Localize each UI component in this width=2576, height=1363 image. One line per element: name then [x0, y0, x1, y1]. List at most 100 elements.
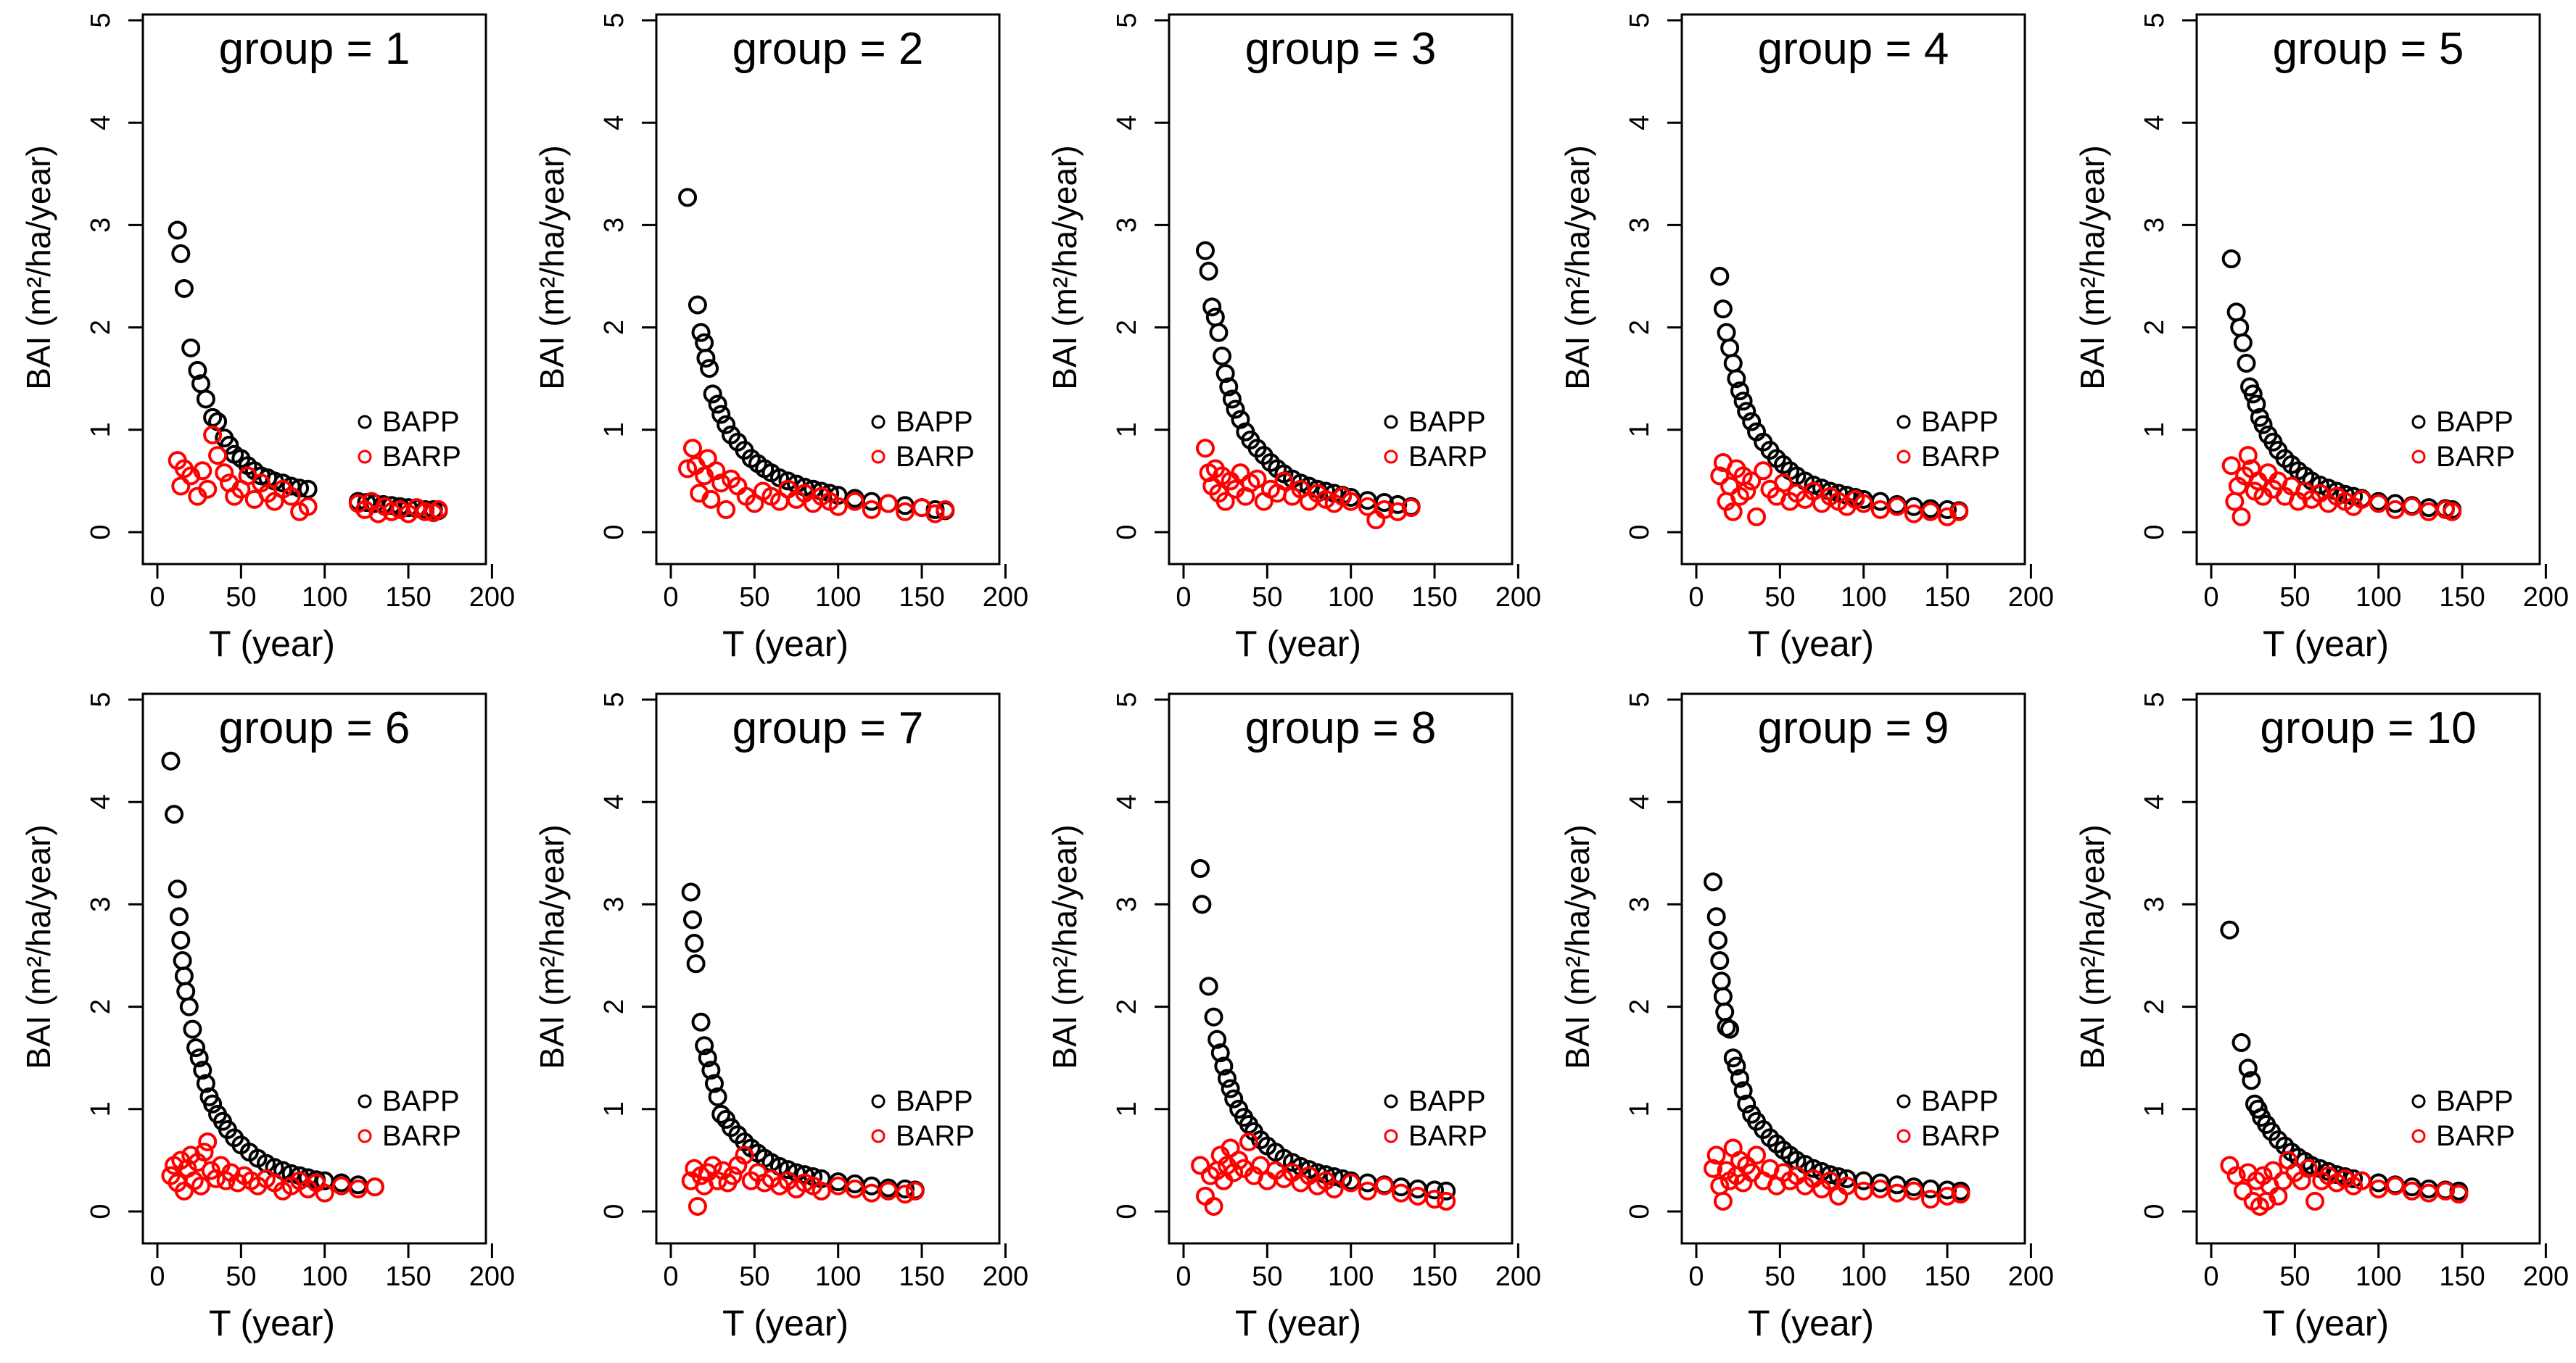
- data-point: [695, 333, 714, 352]
- x-tick-label: 150: [1924, 582, 1970, 613]
- data-point: [1324, 1179, 1344, 1198]
- legend-marker: [871, 1129, 886, 1143]
- x-tick-label: 100: [1328, 1262, 1374, 1292]
- data-point: [2298, 1159, 2318, 1178]
- y-tick-label: 2: [1625, 999, 1655, 1014]
- data-point: [281, 486, 301, 506]
- y-tick-label: 2: [86, 999, 116, 1014]
- legend-label: BAPP: [1408, 1085, 1486, 1117]
- y-tick-label: 3: [2139, 897, 2170, 912]
- data-point: [1717, 1161, 1736, 1180]
- data-point: [203, 425, 223, 444]
- data-point: [685, 934, 704, 953]
- legend-marker: [358, 1094, 372, 1109]
- x-tick-label: 200: [1495, 1262, 1541, 1292]
- data-point: [1920, 502, 1940, 521]
- series-bapp: [1704, 872, 1970, 1201]
- y-tick-label: 3: [1112, 897, 1142, 912]
- y-tick-label: 2: [599, 999, 629, 1014]
- data-point: [1204, 1007, 1223, 1027]
- data-point: [2233, 333, 2253, 352]
- data-point: [1737, 481, 1756, 501]
- data-point: [365, 1177, 384, 1197]
- data-point: [1341, 1173, 1361, 1193]
- data-point: [1951, 1184, 1970, 1204]
- data-point: [2230, 318, 2250, 337]
- data-point: [2232, 507, 2251, 526]
- data-point: [174, 966, 194, 986]
- y-tick-label: 5: [86, 12, 116, 28]
- series-barp: [2220, 1151, 2469, 1216]
- data-point: [1920, 1190, 1940, 1209]
- data-point: [2369, 494, 2388, 513]
- data-point: [174, 1181, 194, 1201]
- legend-marker: [1896, 1129, 1911, 1143]
- legend-marker: [2411, 1094, 2426, 1109]
- y-tick-label: 3: [86, 218, 116, 233]
- legend-marker: [1384, 450, 1398, 464]
- series-barp: [1704, 1138, 1970, 1211]
- data-point: [1710, 267, 1730, 286]
- y-tick-label: 5: [2139, 12, 2170, 28]
- x-tick-label: 0: [663, 582, 678, 613]
- data-point: [1949, 502, 1969, 521]
- data-point: [1713, 987, 1733, 1006]
- data-point: [1938, 1186, 1957, 1206]
- data-point: [198, 1132, 218, 1151]
- legend-marker: [2411, 1129, 2426, 1143]
- x-axis-title: T (year): [1235, 624, 1361, 664]
- panel-title: group = 1: [219, 24, 410, 74]
- data-point: [1829, 484, 1849, 503]
- x-tick-label: 50: [1764, 1262, 1795, 1292]
- x-tick-label: 100: [1841, 582, 1886, 613]
- y-axis-title: BAI (m²/ha/year): [1046, 145, 1083, 389]
- data-point: [1374, 493, 1394, 513]
- y-tick-label: 2: [2139, 320, 2170, 335]
- data-point: [1202, 297, 1222, 317]
- panel-title: group = 3: [1245, 24, 1437, 74]
- data-point: [895, 1184, 915, 1204]
- legend-label: BAPP: [1921, 406, 1999, 438]
- data-point: [2449, 1184, 2469, 1204]
- legend-label: BARP: [2436, 441, 2515, 473]
- x-tick-label: 150: [1924, 1262, 1970, 1292]
- data-point: [2305, 1191, 2325, 1211]
- data-point: [1713, 299, 1733, 319]
- x-tick-label: 100: [2356, 1262, 2401, 1292]
- data-point: [1437, 1191, 1456, 1211]
- legend-label: BARP: [1921, 441, 2000, 473]
- panel-title: group = 8: [1245, 703, 1437, 753]
- data-point: [708, 1087, 727, 1106]
- x-tick-label: 150: [1411, 1262, 1457, 1292]
- data-point: [1708, 930, 1727, 950]
- y-tick-label: 1: [86, 422, 116, 437]
- data-point: [1820, 1165, 1840, 1185]
- data-point: [711, 405, 731, 424]
- data-point: [701, 1061, 721, 1080]
- y-tick-label: 1: [86, 1101, 116, 1116]
- data-point: [678, 188, 698, 207]
- x-tick-label: 0: [149, 582, 165, 613]
- data-point: [1221, 1079, 1240, 1098]
- legend-label: BAPP: [382, 1085, 460, 1117]
- data-point: [1730, 381, 1749, 401]
- y-axis-title: BAI (m²/ha/year): [2073, 145, 2111, 389]
- data-point: [176, 982, 196, 1001]
- x-axis-title: T (year): [2263, 1303, 2389, 1343]
- data-point: [678, 459, 698, 478]
- data-point: [2232, 1033, 2251, 1053]
- data-point: [2225, 492, 2245, 511]
- legend-label: BARP: [2436, 1120, 2515, 1152]
- data-point: [1374, 500, 1394, 519]
- legend-marker: [1384, 1129, 1398, 1143]
- data-point: [215, 463, 234, 483]
- data-point: [1706, 1146, 1726, 1165]
- data-point: [1713, 1191, 1733, 1211]
- data-point: [1374, 1176, 1394, 1196]
- x-axis-title: T (year): [722, 1303, 849, 1343]
- data-point: [2263, 1161, 2283, 1180]
- series-barp: [678, 439, 955, 523]
